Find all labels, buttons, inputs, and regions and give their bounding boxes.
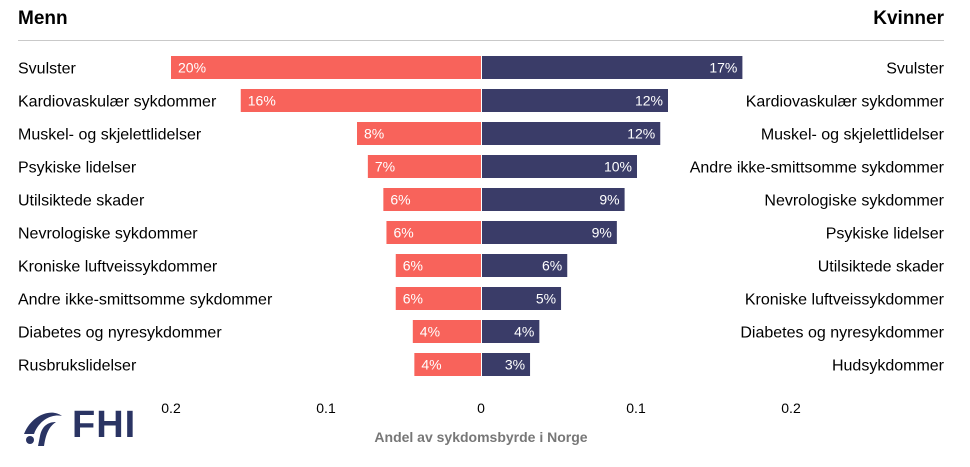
women-bar — [482, 122, 661, 145]
women-category-label: Muskel- og skjelettlidelser — [761, 127, 945, 144]
men-category-label: Psykiske lidelser — [18, 160, 137, 177]
women-bar — [482, 188, 625, 211]
fhi-logo: FHI — [18, 404, 148, 452]
men-category-label: Muskel- og skjelettlidelser — [18, 127, 202, 144]
women-value-label: 10% — [604, 159, 632, 175]
men-bar — [414, 353, 481, 376]
women-bar — [482, 287, 562, 310]
women-category-label: Svulster — [886, 61, 944, 78]
men-value-label: 4% — [421, 357, 441, 373]
fhi-logo-text: FHI — [72, 404, 137, 446]
men-title: Menn — [18, 8, 68, 29]
men-category-label: Nevrologiske sykdommer — [18, 226, 198, 243]
men-bar — [357, 122, 481, 145]
women-bar — [482, 221, 617, 244]
women-value-label: 9% — [599, 192, 619, 208]
men-value-label: 16% — [248, 93, 276, 109]
women-value-label: 12% — [627, 126, 655, 142]
women-value-label: 12% — [635, 93, 663, 109]
women-value-label: 9% — [592, 225, 612, 241]
men-value-label: 6% — [390, 192, 410, 208]
men-value-label: 8% — [364, 126, 384, 142]
men-bar — [395, 287, 481, 310]
men-bar — [240, 89, 481, 112]
women-bar — [482, 353, 531, 376]
women-bar — [482, 320, 540, 343]
men-bar — [412, 320, 481, 343]
x-tick-label: 0.1 — [316, 400, 336, 416]
men-category-label: Andre ikke-smittsomme sykdommer — [18, 292, 273, 309]
women-category-label: Andre ikke-smittsomme sykdommer — [690, 160, 945, 177]
x-tick-label: 0.2 — [161, 400, 181, 416]
women-value-label: 5% — [536, 291, 556, 307]
women-category-label: Diabetes og nyresykdommer — [740, 325, 944, 342]
women-value-label: 17% — [709, 60, 737, 76]
men-bar — [171, 56, 481, 79]
women-bar — [482, 155, 637, 178]
women-category-label: Utilsiktede skader — [818, 259, 945, 276]
women-title: Kvinner — [873, 8, 944, 29]
men-category-label: Utilsiktede skader — [18, 193, 145, 210]
men-value-label: 6% — [403, 258, 423, 274]
men-category-label: Rusbrukslidelser — [18, 358, 137, 375]
men-bar — [367, 155, 481, 178]
women-category-label: Nevrologiske sykdommer — [764, 193, 944, 210]
x-tick-label: 0 — [477, 400, 485, 416]
men-category-label: Kroniske luftveissykdommer — [18, 259, 218, 276]
women-bar — [482, 254, 568, 277]
women-bar — [482, 89, 668, 112]
women-bar — [482, 56, 743, 79]
men-value-label: 20% — [178, 60, 206, 76]
men-value-label: 6% — [403, 291, 423, 307]
women-value-label: 4% — [514, 324, 534, 340]
women-category-label: Psykiske lidelser — [826, 226, 945, 243]
men-value-label: 7% — [375, 159, 395, 175]
women-category-label: Hudsykdommer — [832, 358, 945, 375]
fhi-logo-icon — [24, 412, 62, 446]
men-bar — [383, 188, 481, 211]
women-value-label: 6% — [542, 258, 562, 274]
men-bar — [386, 221, 481, 244]
women-category-label: Kroniske luftveissykdommer — [745, 292, 945, 309]
women-category-label: Kardiovaskulær sykdommer — [746, 94, 945, 111]
men-category-label: Diabetes og nyresykdommer — [18, 325, 222, 342]
men-value-label: 4% — [420, 324, 440, 340]
men-bar — [395, 254, 481, 277]
header-divider — [18, 40, 944, 41]
men-category-label: Kardiovaskulær sykdommer — [18, 94, 217, 111]
men-value-label: 6% — [393, 225, 413, 241]
women-value-label: 3% — [505, 357, 525, 373]
men-category-label: Svulster — [18, 61, 76, 78]
x-tick-label: 0.2 — [781, 400, 801, 416]
x-axis-label: Andel av sykdomsbyrde i Norge — [374, 429, 587, 445]
x-tick-label: 0.1 — [626, 400, 646, 416]
